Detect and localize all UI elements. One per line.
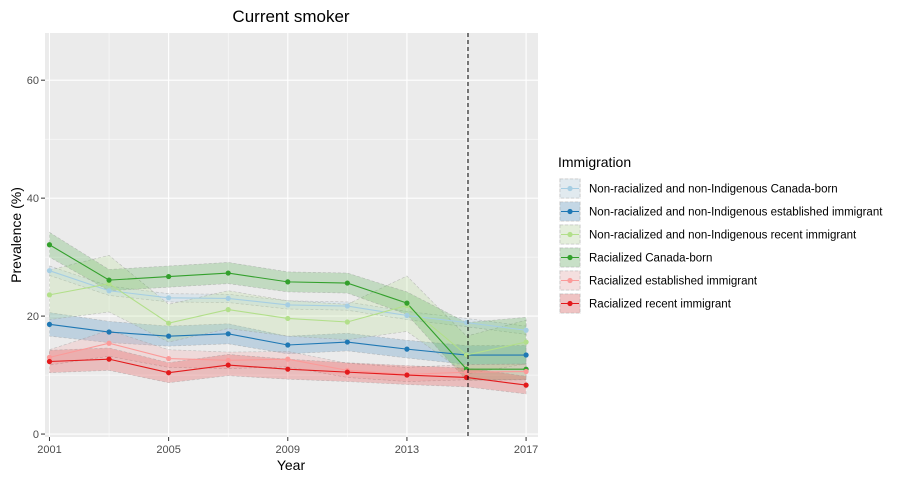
point-series-1: [166, 295, 172, 301]
point-series-1: [523, 327, 529, 333]
point-series-6: [225, 362, 231, 368]
legend-label: Racialized recent immigrant: [589, 299, 732, 311]
point-series-2: [523, 352, 529, 358]
point-series-4: [404, 300, 410, 306]
point-series-1: [344, 303, 350, 309]
legend-label: Racialized established immigrant: [589, 276, 758, 288]
legend-label: Non-racialized and non-Indigenous recent…: [589, 230, 857, 242]
y-tick-label: 40: [27, 193, 39, 205]
point-series-2: [46, 321, 53, 327]
point-series-1: [225, 295, 231, 302]
legend-title: Immigration: [558, 154, 631, 170]
x-tick-label: 2001: [37, 444, 61, 456]
point-series-3: [166, 320, 172, 326]
x-tick-label: 2005: [156, 444, 180, 456]
point-series-1: [404, 312, 410, 319]
x-tick-label: 2017: [514, 444, 538, 456]
point-series-3: [344, 319, 350, 325]
y-tick-label: 0: [33, 429, 39, 441]
point-series-4: [344, 280, 350, 286]
y-axis: 0 20 40 60: [27, 75, 45, 441]
y-tick-label: 60: [27, 75, 39, 87]
y-axis-title: Prevalence (%): [8, 187, 24, 283]
point-series-5: [285, 356, 291, 362]
point-series-2: [225, 331, 231, 337]
legend-key-point: [567, 254, 573, 261]
point-series-2: [404, 346, 410, 352]
legend-label: Non-racialized and non-Indigenous Canada…: [589, 184, 838, 196]
point-series-6: [404, 372, 410, 378]
point-series-1: [285, 302, 291, 308]
x-axis: 2001 2005 2009 2013 2017: [37, 437, 538, 456]
ribbon-series-4: [49, 231, 527, 381]
point-series-6: [523, 382, 529, 388]
point-series-3: [285, 315, 291, 322]
legend-key-point: [567, 208, 573, 215]
x-axis-title: Year: [277, 457, 306, 473]
legend-items: Non-racialized and non-Indigenous Canada…: [559, 178, 883, 314]
legend-label: Racialized Canada-born: [589, 253, 712, 265]
point-series-5: [106, 340, 112, 346]
point-series-6: [285, 366, 291, 372]
x-tick-label: 2009: [276, 444, 300, 456]
grid-major: [45, 33, 538, 437]
point-series-2: [106, 329, 112, 335]
point-series-5: [225, 357, 231, 363]
point-series-5: [166, 355, 172, 362]
legend-key-point: [567, 277, 573, 284]
point-series-4: [225, 270, 231, 276]
point-series-4: [166, 273, 172, 280]
ribbon-series-5: [49, 329, 527, 382]
point-series-1: [46, 268, 53, 274]
legend-key-point: [567, 185, 573, 192]
x-tick-label: 2013: [395, 444, 419, 456]
point-series-1: [106, 288, 112, 294]
point-series-6: [106, 356, 112, 362]
point-series-2: [166, 333, 172, 339]
series-points: [46, 242, 529, 388]
legend-key-point: [567, 300, 573, 307]
legend-key-point: [567, 231, 573, 238]
point-series-6: [344, 369, 350, 375]
point-series-6: [166, 370, 172, 376]
point-series-2: [344, 339, 350, 345]
point-series-3: [225, 307, 231, 313]
point-series-4: [106, 277, 112, 283]
point-series-6: [46, 358, 53, 365]
point-series-3: [46, 292, 53, 298]
chart-title: Current smoker: [232, 7, 349, 26]
point-series-5: [46, 354, 53, 360]
point-series-3: [523, 339, 529, 345]
point-series-2: [285, 342, 291, 348]
point-series-4: [285, 279, 291, 285]
point-series-4: [46, 242, 53, 248]
legend: Immigration Non-racialized and non-Indig…: [558, 154, 883, 314]
y-tick-label: 20: [27, 311, 39, 323]
legend-label: Non-racialized and non-Indigenous establ…: [589, 207, 883, 219]
point-series-5: [523, 368, 529, 375]
